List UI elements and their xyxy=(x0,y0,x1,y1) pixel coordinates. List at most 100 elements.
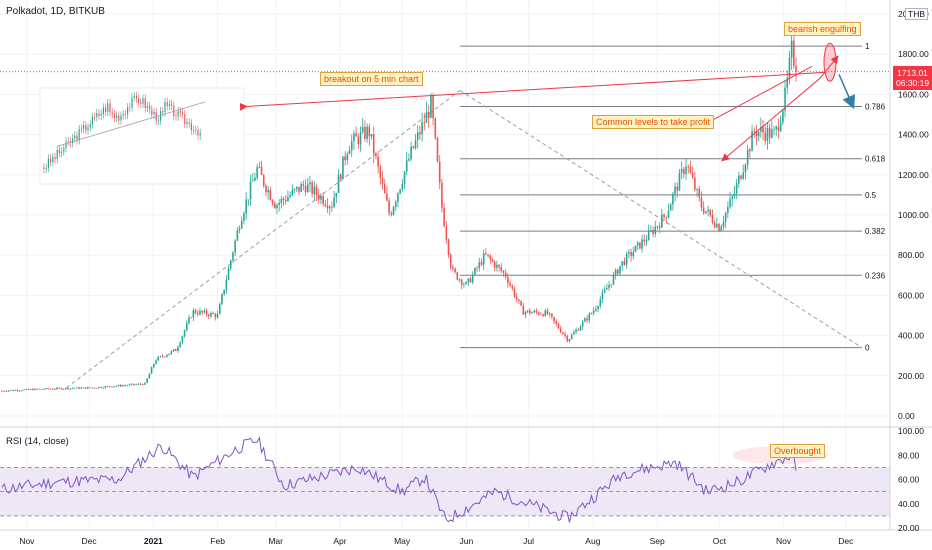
candle xyxy=(375,151,377,160)
arrow-to-0618 xyxy=(721,77,821,162)
candle-body xyxy=(18,390,21,392)
candle xyxy=(511,284,514,291)
candle-body xyxy=(163,356,166,358)
candle xyxy=(271,198,274,207)
candle-body xyxy=(271,200,274,204)
candle xyxy=(399,188,401,195)
inset-candle xyxy=(142,94,144,108)
inset-candle-body xyxy=(67,141,69,143)
candle xyxy=(500,263,503,274)
candle xyxy=(333,190,335,208)
candle-body xyxy=(509,283,511,286)
rsi-panel xyxy=(0,436,890,523)
candle xyxy=(159,355,162,358)
candle-body xyxy=(711,215,714,223)
candle xyxy=(163,356,166,358)
candle xyxy=(397,192,399,208)
candle-body xyxy=(218,304,221,314)
candle-body xyxy=(82,387,85,389)
candle xyxy=(471,271,474,285)
candle xyxy=(34,388,36,391)
candle xyxy=(564,331,566,339)
candle xyxy=(463,282,465,288)
candle-body xyxy=(58,387,60,389)
inset-candle xyxy=(65,137,67,153)
candle xyxy=(408,153,410,162)
candle-body xyxy=(320,195,322,200)
candle-body xyxy=(458,279,461,281)
annotation-take-profit[interactable]: Common levels to take profit xyxy=(592,115,715,129)
inset-candle xyxy=(144,94,146,113)
candle-body xyxy=(185,323,188,331)
candle-body xyxy=(227,268,230,280)
candle-body xyxy=(577,329,580,331)
candle xyxy=(678,168,681,191)
inset-candle-body xyxy=(142,98,144,104)
candle-body xyxy=(500,267,503,271)
candle-body xyxy=(304,185,307,193)
grid-lines xyxy=(0,0,890,528)
candle xyxy=(546,307,549,315)
candle-body xyxy=(155,360,157,364)
candle xyxy=(720,224,723,232)
inset-candle xyxy=(116,111,118,123)
candle-body xyxy=(771,129,773,138)
annotation-bearish-engulfing[interactable]: bearish engulfing xyxy=(784,22,861,36)
inset-candle-body xyxy=(149,105,151,110)
annotation-breakout[interactable]: breakout on 5 min chart xyxy=(320,72,423,86)
inset-trendline xyxy=(57,101,206,147)
candle-body xyxy=(551,313,553,317)
candle xyxy=(535,308,538,315)
candle xyxy=(458,278,461,283)
candle-body xyxy=(331,206,333,208)
candle-body xyxy=(729,199,731,208)
candle xyxy=(284,195,287,205)
candle-body xyxy=(166,355,168,357)
candle xyxy=(199,308,201,316)
candle xyxy=(663,213,665,222)
candle-body xyxy=(7,390,10,392)
candle xyxy=(784,80,786,118)
candle-body xyxy=(157,356,159,361)
candle xyxy=(313,181,316,201)
candle-body xyxy=(174,349,177,351)
annotation-overbought[interactable]: Overbought xyxy=(770,444,826,458)
candle-body xyxy=(639,242,641,249)
candle xyxy=(47,387,49,390)
inset-candle xyxy=(52,152,54,167)
candle xyxy=(630,248,632,262)
candle-body xyxy=(562,332,564,334)
candle xyxy=(75,387,78,389)
candle-body xyxy=(599,299,602,307)
candle xyxy=(465,281,467,285)
candle xyxy=(641,234,643,253)
candle-body xyxy=(399,189,401,194)
candle-body xyxy=(60,388,63,390)
candle-body xyxy=(210,312,212,317)
inset-candle xyxy=(177,106,179,121)
inset-candle xyxy=(138,94,140,107)
candle xyxy=(773,125,775,136)
candle-body xyxy=(465,282,467,285)
candle-body xyxy=(337,174,340,193)
candle xyxy=(302,180,305,191)
candle-body xyxy=(251,180,254,182)
candle-body xyxy=(707,209,709,212)
candle-body xyxy=(636,242,639,246)
candle xyxy=(779,115,782,133)
candle xyxy=(368,123,371,146)
inset-candle-body xyxy=(113,114,115,119)
inset-candle xyxy=(78,124,80,145)
candle-body xyxy=(342,156,344,179)
candle-body xyxy=(12,390,14,392)
candle xyxy=(339,173,342,182)
inset-candle-body xyxy=(140,102,142,104)
candle xyxy=(273,201,276,209)
candle-body xyxy=(199,310,201,315)
candle xyxy=(27,388,30,390)
candle-body xyxy=(225,279,228,290)
candle-body xyxy=(441,182,443,208)
currency-badge[interactable]: THB xyxy=(905,8,928,20)
candle-body xyxy=(438,161,441,183)
